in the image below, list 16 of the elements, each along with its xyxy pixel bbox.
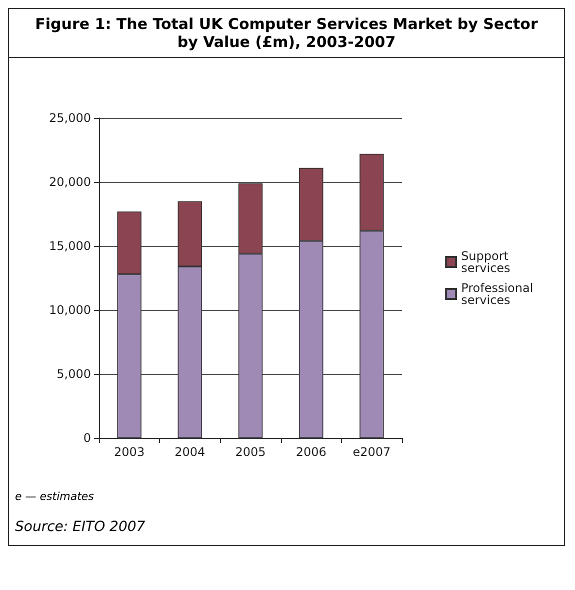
x-tick-label: 2006: [296, 445, 326, 459]
y-tick-label: 20,000: [49, 175, 91, 189]
chart-title: Figure 1: The Total UK Computer Services Market by Sector by Value (£m), 2003-2007: [9, 9, 564, 58]
legend-label: Support services: [461, 249, 512, 275]
y-tick-label: 25,000: [49, 111, 91, 125]
x-tick-label: 2005: [235, 445, 266, 459]
legend-label: Professional services: [461, 281, 538, 307]
y-tick-label: 5,000: [56, 367, 91, 381]
x-tick-label: 2004: [174, 445, 206, 459]
y-tick-label: 15,000: [49, 239, 91, 253]
y-tick-label: 0: [83, 431, 91, 445]
text: e — estimates: [14, 489, 95, 505]
source-note: Source: EITO 2007: [14, 518, 146, 537]
x-tick-label: e2007: [352, 445, 391, 459]
y-tick-label: 10,000: [49, 303, 91, 317]
x-tick-label: 2003: [114, 445, 145, 459]
